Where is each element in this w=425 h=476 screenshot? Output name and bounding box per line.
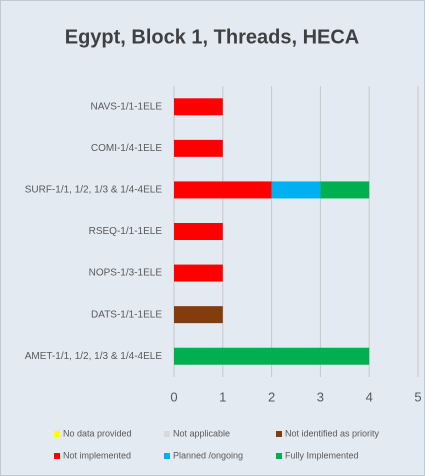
- x-tick-label: 2: [268, 389, 275, 404]
- legend-swatch: [164, 431, 170, 437]
- legend-swatch: [54, 453, 60, 459]
- x-tick-label: 1: [219, 389, 226, 404]
- legend-swatch: [164, 453, 170, 459]
- legend-label: Not implemented: [63, 450, 131, 460]
- bar-segment: [320, 181, 370, 199]
- bar-segment: [174, 306, 223, 324]
- legend-label: Fully Implemented: [285, 450, 359, 460]
- legend-label: Not applicable: [173, 428, 230, 438]
- y-tick-label: SURF-1/1, 1/2, 1/3 & 1/4-4ELE: [25, 185, 163, 196]
- y-tick-label: RSEQ-1/1-1ELE: [89, 226, 163, 237]
- y-tick-label: DATS-1/1-1ELE: [91, 309, 162, 320]
- bar-segment: [174, 98, 223, 116]
- y-tick-label: NOPS-1/3-1ELE: [89, 268, 163, 279]
- bar-segment: [174, 347, 370, 365]
- legend-swatch: [276, 431, 282, 437]
- chart-title: Egypt, Block 1, Threads, HECA: [65, 26, 360, 48]
- legend-swatch: [276, 453, 282, 459]
- bar-segment: [174, 181, 272, 199]
- legend-label: No data provided: [63, 428, 132, 438]
- legend-label: Planned /ongoing: [173, 450, 243, 460]
- legend-swatch: [54, 431, 60, 437]
- y-tick-label: COMI-1/4-1ELE: [91, 143, 162, 154]
- y-tick-label: AMET-1/1, 1/2, 1/3 & 1/4-4ELE: [25, 351, 163, 362]
- y-tick-label: NAVS-1/1-1ELE: [90, 101, 162, 112]
- bar-segment: [174, 139, 223, 157]
- x-tick-label: 0: [170, 389, 177, 404]
- x-tick-label: 3: [317, 389, 324, 404]
- bar-segment: [271, 181, 321, 199]
- bar-segment: [174, 264, 223, 282]
- x-tick-label: 4: [366, 389, 373, 404]
- legend-label: Not identified as priority: [285, 428, 380, 438]
- bar-segment: [174, 223, 223, 240]
- x-tick-label: 5: [414, 389, 421, 404]
